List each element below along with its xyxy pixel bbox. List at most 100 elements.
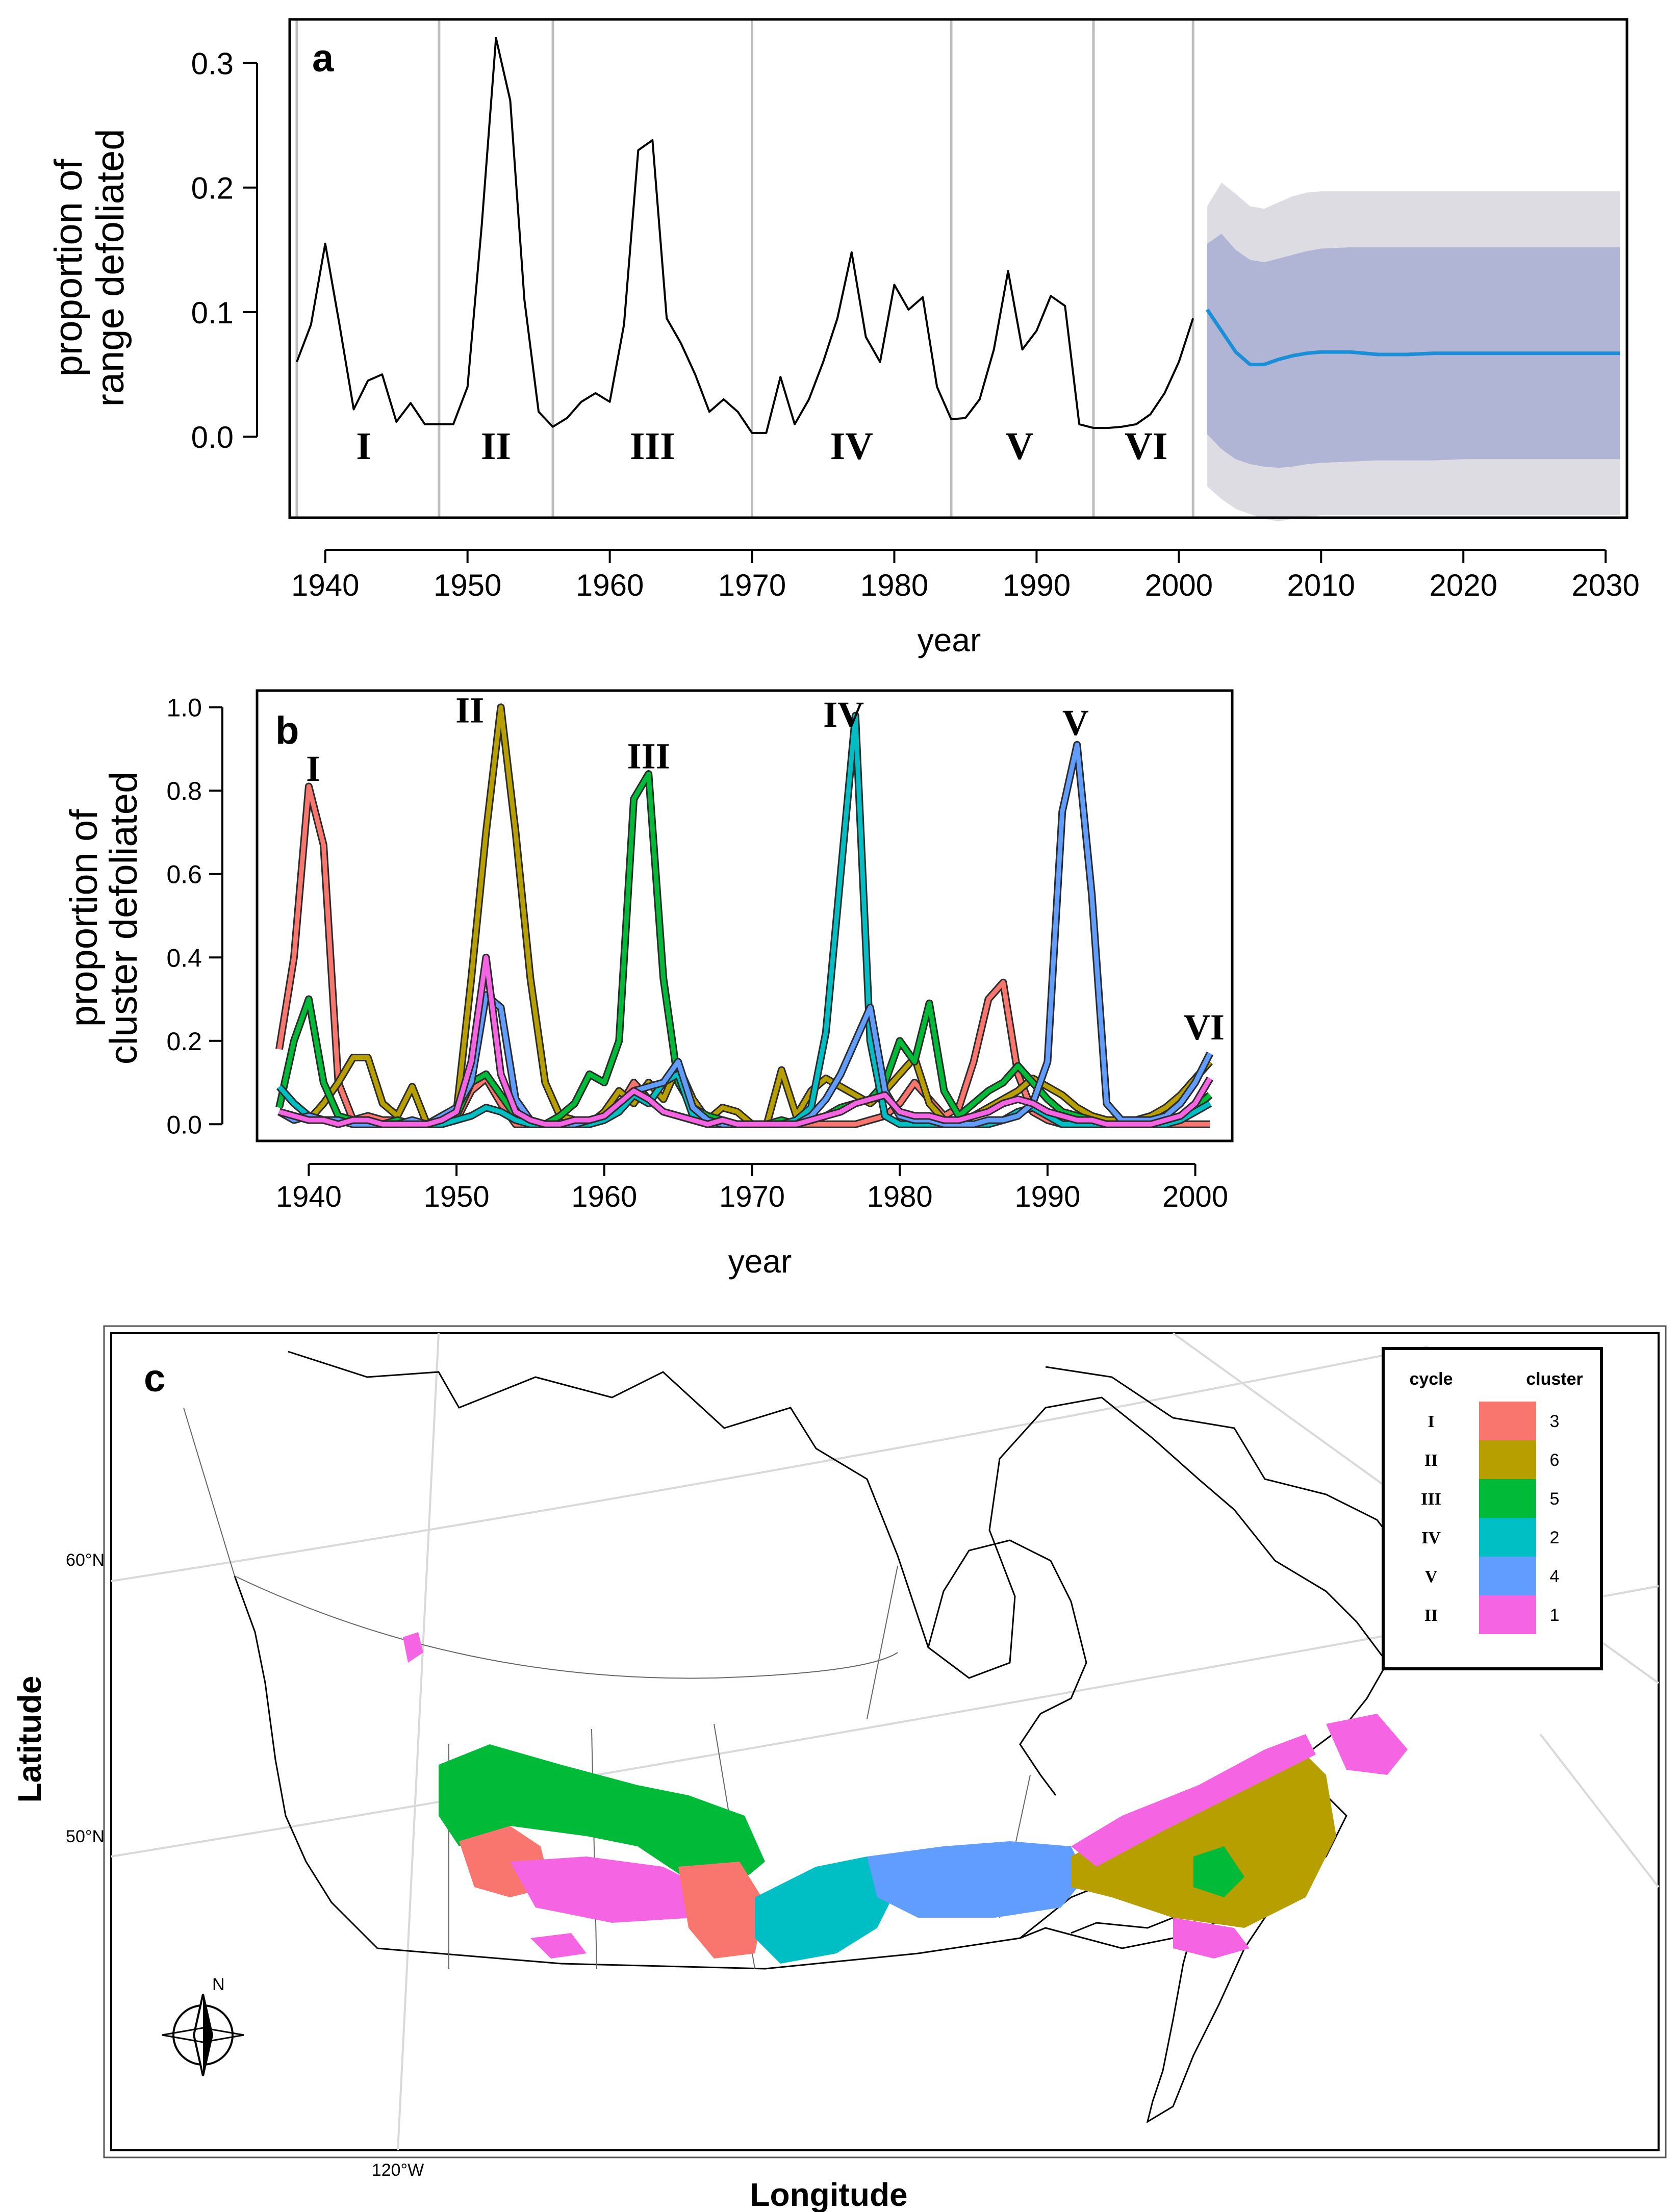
- a-y-tick-label: 0.1: [191, 296, 234, 330]
- a-cycle-label: V: [1005, 425, 1033, 468]
- a-x-axis-label: year: [918, 622, 981, 658]
- a-x-tick-label: 2010: [1287, 568, 1355, 602]
- b-x-tick-label: 1980: [867, 1180, 933, 1213]
- legend-cycle: IV: [1421, 1529, 1441, 1547]
- c-x-axis-label: Longitude: [750, 2176, 907, 2212]
- a-panel-letter: a: [312, 37, 334, 80]
- b-y-axis-label-line1: proportion of: [62, 809, 106, 1027]
- a-forecast-bands: [1207, 183, 1620, 522]
- a-x-tick-label: 1960: [576, 568, 644, 602]
- a-cycle-boundaries: [295, 19, 1194, 518]
- b-y-tick-label: 0.2: [166, 1027, 202, 1056]
- lat-label-50: 50°N: [66, 1827, 105, 1846]
- a-cycle-label: VI: [1125, 425, 1167, 468]
- a-y-tick-label: 0.0: [191, 420, 234, 454]
- a-observed-series: [296, 37, 1194, 434]
- b-x-tick-label: 1990: [1014, 1180, 1080, 1213]
- legend-cycle: V: [1425, 1567, 1438, 1586]
- a-x-tick-label: 1940: [291, 568, 359, 602]
- a-x-tick-label: 2030: [1571, 568, 1639, 602]
- b-x-tick-label: 1960: [571, 1180, 637, 1213]
- legend-swatch: [1479, 1402, 1536, 1440]
- cluster-1-region-alberta: [530, 1933, 587, 1959]
- b-y-tick-label: 0.8: [166, 777, 202, 805]
- c-inner-frame: [110, 1332, 1660, 2151]
- legend-header-cycle: cycle: [1409, 1369, 1453, 1389]
- b-x-axis-label: year: [728, 1243, 792, 1280]
- b-peak-label: I: [306, 748, 320, 789]
- panel-b: 0.0 0.2 0.4 0.6 0.8 1.0 1940 1950 1960 1970 1980 19…: [62, 689, 1234, 1280]
- canada-coast-outline: [288, 1351, 1388, 2124]
- cluster-4-region: [867, 1841, 1086, 1918]
- legend-cluster: 6: [1550, 1451, 1560, 1470]
- a-y-tick-label: 0.3: [191, 46, 234, 81]
- legend-cycle: II: [1424, 1606, 1438, 1625]
- a-forecast-series: [1206, 309, 1620, 367]
- b-y-tick-label: 1.0: [166, 694, 202, 722]
- c-y-axis-label: Latitude: [11, 1676, 48, 1803]
- b-cluster-series: [275, 703, 1214, 1128]
- cluster-3-region-central: [678, 1862, 765, 1959]
- b-x-tick-label: 1970: [719, 1180, 785, 1213]
- arctic-islands-outline: [1045, 1366, 1409, 1561]
- legend-cycle: I: [1428, 1412, 1434, 1431]
- hudson-bay-outline: [927, 1539, 1087, 1796]
- a-x-tick-label: 1950: [434, 568, 501, 602]
- a-axes: 0.0 0.1 0.2 0.3 1940 1950 1960 1970 1980 1990 2000…: [191, 46, 1640, 602]
- b-series-outline: [277, 741, 1214, 1128]
- legend-rows: I 3 II 6 III 5 IV 2 V 4 II 1: [1421, 1402, 1559, 1634]
- forecast-mean-line: [1206, 309, 1620, 367]
- b-series-line-cluster-3: [277, 784, 1210, 1127]
- legend-cycle: III: [1421, 1490, 1441, 1509]
- b-y-tick-label: 0.6: [166, 860, 202, 889]
- lat-label-60: 60°N: [66, 1550, 105, 1570]
- b-series-line-cluster-4: [278, 742, 1212, 1127]
- b-x-tick-label: 1950: [424, 1180, 490, 1213]
- cluster-2-region: [755, 1857, 898, 1964]
- cluster-1-region-west: [510, 1857, 704, 1923]
- b-x-tick-label: 2000: [1162, 1180, 1228, 1213]
- c-outer-frame: [103, 1325, 1667, 2158]
- cluster-1-region-north: [403, 1632, 423, 1663]
- cluster-1-region-southeast: [1173, 1918, 1250, 1959]
- legend-cluster: 1: [1550, 1606, 1560, 1625]
- map-legend: cycle cluster I 3 II 6 III 5 IV 2 V 4 II 1: [1382, 1347, 1603, 1670]
- legend-swatch: [1479, 1557, 1536, 1595]
- legend-cluster: 3: [1550, 1412, 1560, 1431]
- legend-cluster: 2: [1550, 1528, 1560, 1547]
- legend-swatch: [1479, 1595, 1536, 1634]
- cluster-1-region-east: [1071, 1734, 1316, 1867]
- observed-defoliation-line: [296, 37, 1194, 434]
- a-x-tick-label: 1970: [718, 568, 786, 602]
- b-plot-frame: [256, 689, 1234, 1142]
- legend-cluster: 5: [1550, 1489, 1560, 1509]
- cluster-5-region-east: [1193, 1846, 1244, 1897]
- b-panel-letter: b: [275, 709, 299, 752]
- forecast-inner-band: [1207, 234, 1620, 468]
- lon-label-120w: 120°W: [372, 2160, 424, 2180]
- a-cycle-label: II: [481, 425, 511, 468]
- b-series-outline: [275, 782, 1210, 1128]
- b-x-tick-label: 1940: [276, 1180, 342, 1213]
- b-y-axis-label-line2: cluster defoliated: [102, 772, 145, 1065]
- a-y-axis-label-line2: range defoliated: [89, 129, 132, 406]
- cluster-6-region-east: [1071, 1744, 1336, 1928]
- north-label: N: [212, 1975, 225, 1994]
- legend-cycle: II: [1424, 1451, 1438, 1470]
- b-y-tick-label: 0.4: [166, 944, 202, 972]
- pacific-coast-outline: [234, 1575, 378, 1949]
- b-series-line-cluster-1: [278, 955, 1212, 1127]
- b-series-outline: [275, 770, 1213, 1128]
- legend-header-cluster: cluster: [1526, 1369, 1583, 1389]
- a-plot-frame: [288, 18, 1628, 519]
- a-cycle-label: III: [630, 425, 675, 468]
- a-y-tick-label: 0.2: [191, 171, 234, 206]
- defoliation-clusters: [403, 1632, 1408, 1964]
- a-cycle-labels: I II III IV V VI: [356, 425, 1167, 468]
- b-peak-label: II: [455, 690, 484, 731]
- b-peak-label: III: [627, 736, 670, 777]
- legend-swatch: [1479, 1518, 1536, 1557]
- panel-a: 0.0 0.1 0.2 0.3 1940 1950 1960 1970 1980 1990 2000…: [47, 18, 1640, 658]
